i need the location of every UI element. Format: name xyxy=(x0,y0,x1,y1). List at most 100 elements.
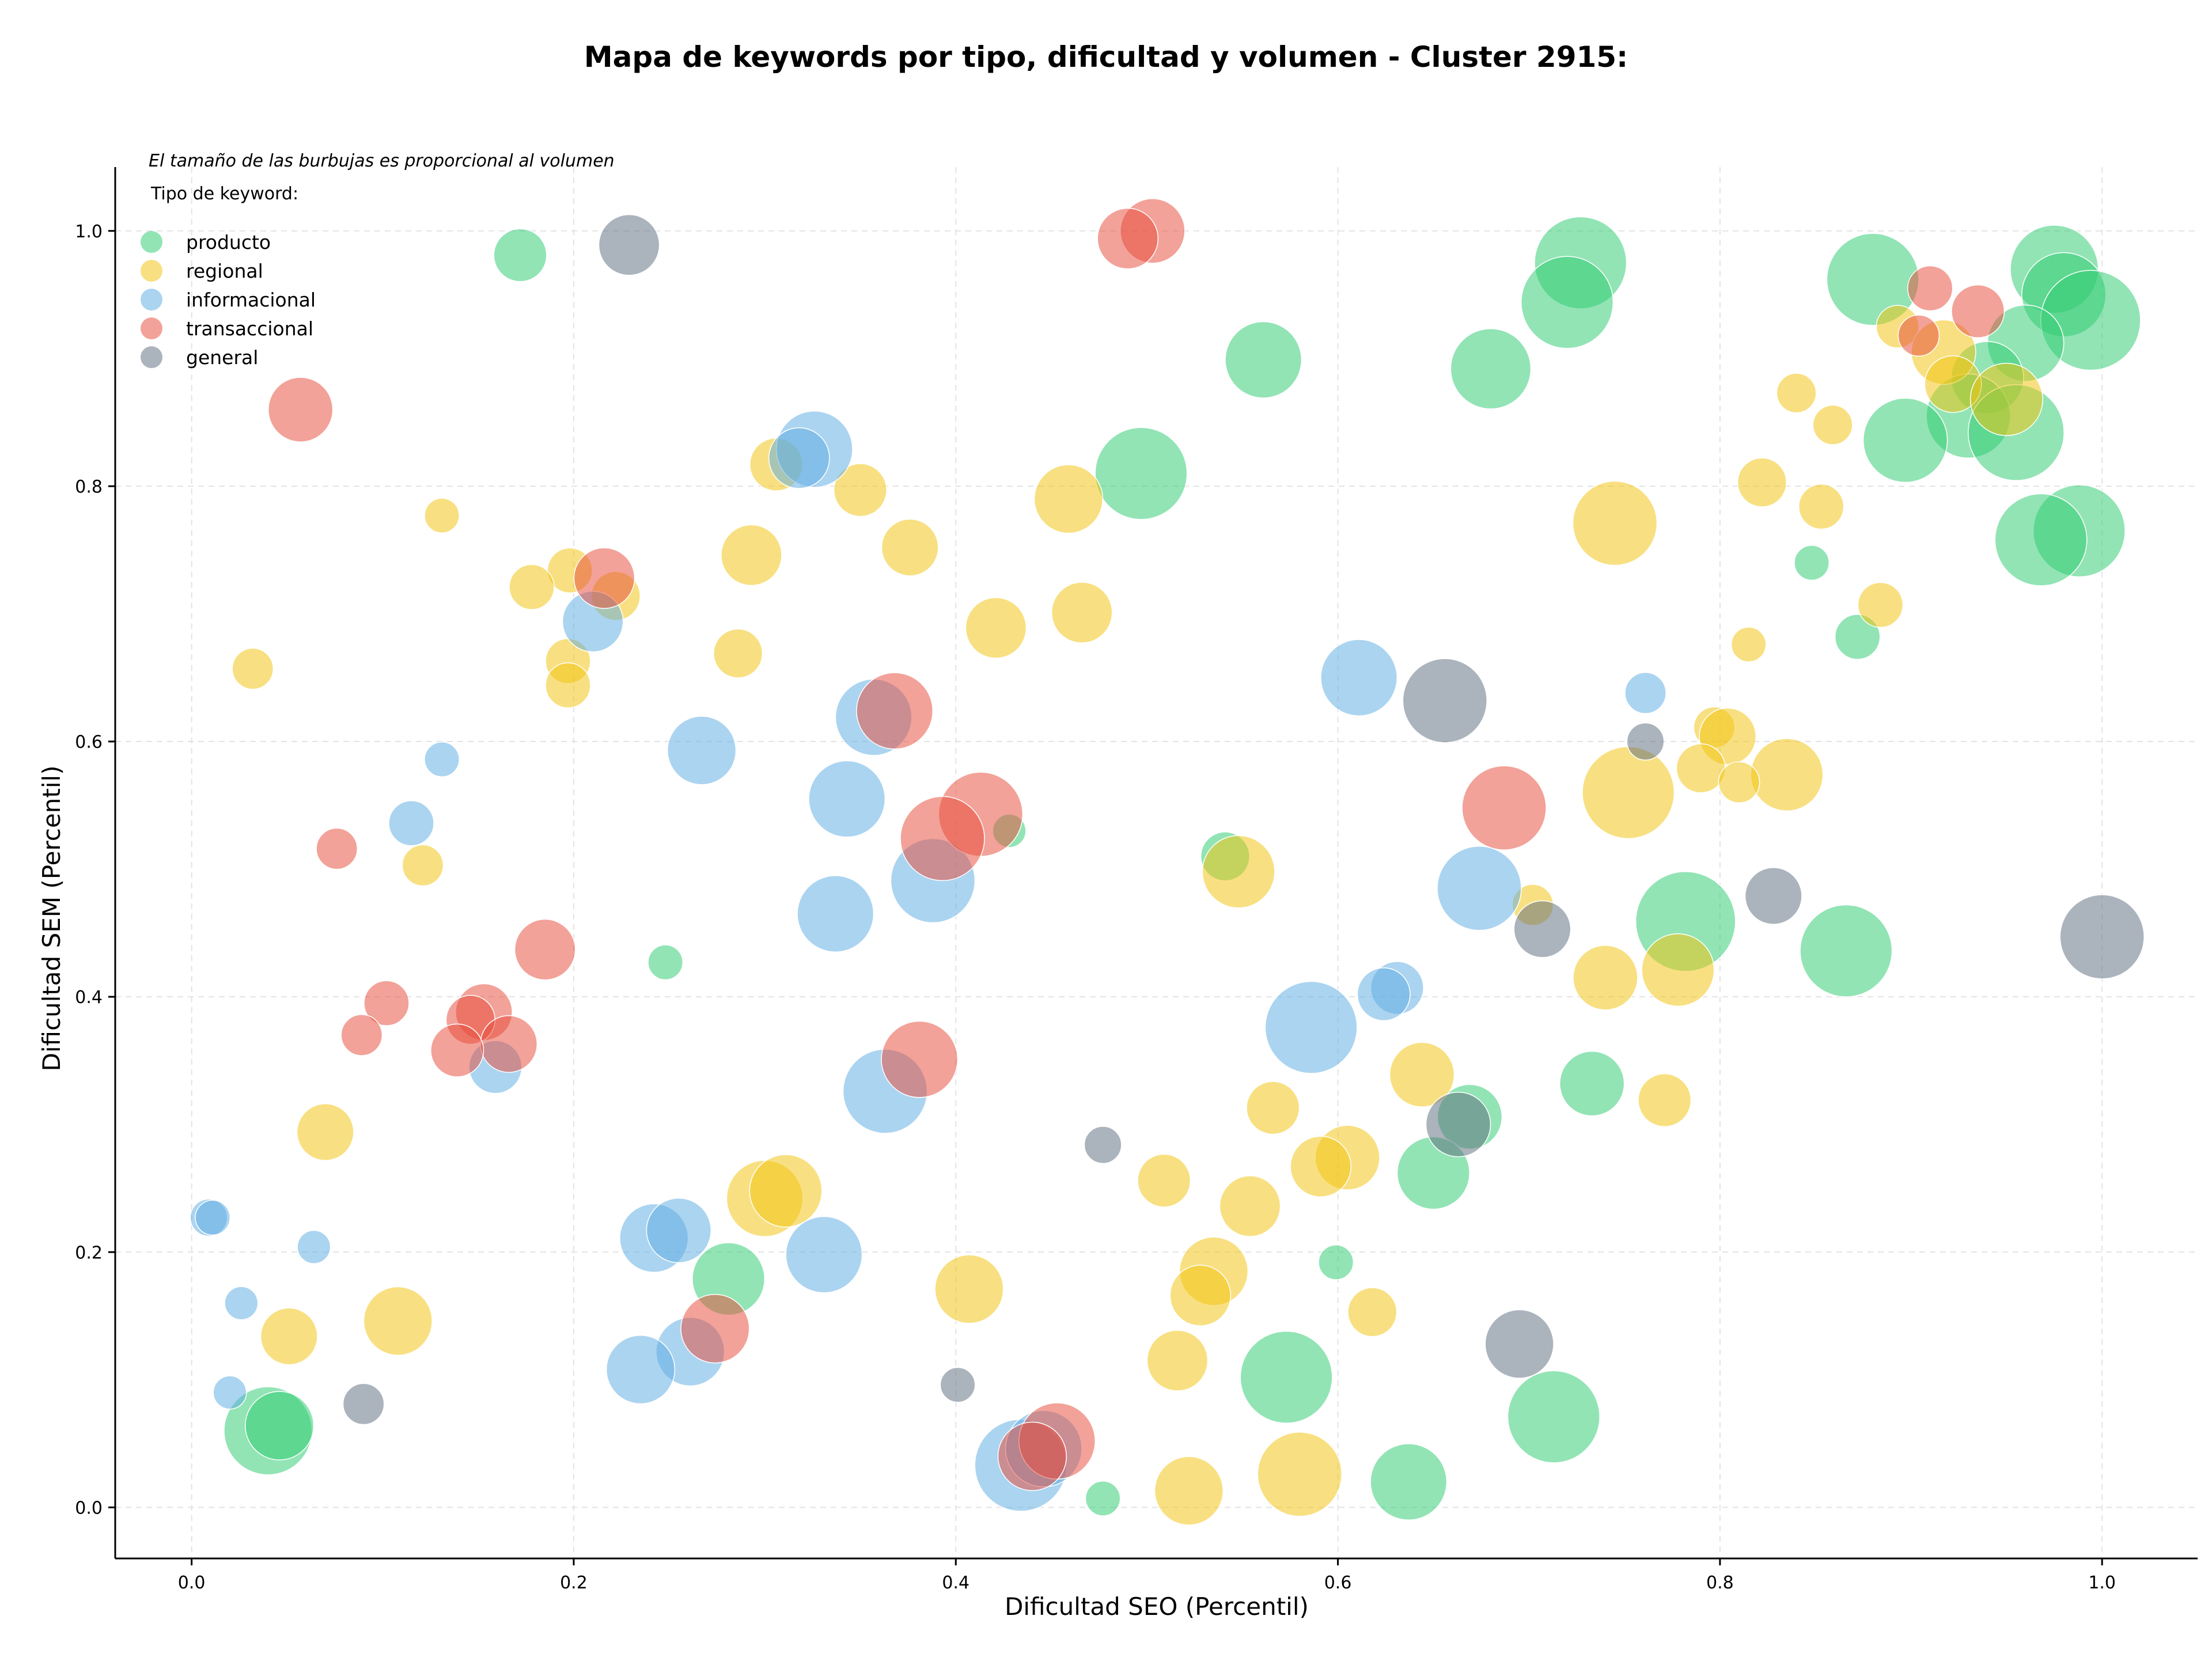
y-axis-label: Dificultad SEM (Percentil) xyxy=(37,766,66,1072)
bubble-general xyxy=(1626,722,1665,760)
bubble-regional xyxy=(1290,1136,1352,1198)
bubble-regional xyxy=(713,628,763,679)
bubble-producto xyxy=(1559,1051,1625,1117)
bubble-transaccional xyxy=(316,827,358,870)
bubble-transaccional xyxy=(514,918,576,981)
bubble-producto xyxy=(1507,1370,1600,1463)
bubble-producto xyxy=(1240,1330,1333,1424)
bubble-regional xyxy=(1730,626,1767,663)
bubble-producto xyxy=(1521,256,1614,349)
bubble-regional xyxy=(965,597,1027,659)
bubble-regional xyxy=(1641,933,1715,1007)
bubble-transaccional xyxy=(340,1014,383,1056)
y-tick-label: 0.8 xyxy=(75,477,103,497)
y-tick-label: 0.2 xyxy=(75,1243,103,1263)
bubble-regional xyxy=(1389,1042,1455,1108)
bubble-transaccional xyxy=(573,547,635,609)
bubble-regional xyxy=(1776,373,1817,414)
bubble-informacional xyxy=(195,1200,231,1236)
bubble-regional xyxy=(1573,945,1638,1011)
bubble-regional xyxy=(232,648,274,690)
bubble-regional xyxy=(1202,835,1275,909)
bubble-producto xyxy=(647,944,684,981)
bubble-regional xyxy=(1718,761,1760,804)
bubble-producto xyxy=(1450,328,1532,410)
bubble-regional xyxy=(363,1286,433,1356)
bubble-regional xyxy=(1676,743,1726,793)
y-tick-label: 0.4 xyxy=(75,987,103,1008)
bubble-general xyxy=(1484,1309,1554,1379)
legend-label-regional: regional xyxy=(186,260,263,282)
legend-marker-informacional xyxy=(141,289,162,311)
bubble-regional xyxy=(1750,738,1824,812)
bubble-transaccional xyxy=(267,377,334,442)
bubble-informacional xyxy=(213,1375,247,1410)
bubble-transaccional xyxy=(900,796,985,881)
bubble-producto xyxy=(1862,398,1948,483)
bubble-producto xyxy=(1994,493,2088,587)
bubble-producto xyxy=(245,1391,315,1461)
bubble-regional xyxy=(1154,1456,1224,1526)
bubble-regional xyxy=(749,1154,823,1228)
bubble-regional xyxy=(1137,1153,1191,1208)
bubble-transaccional xyxy=(1897,315,1940,357)
y-tick-label: 0.6 xyxy=(75,732,103,752)
bubble-producto xyxy=(1225,321,1302,399)
bubble-general xyxy=(1425,1091,1491,1157)
bubble-regional xyxy=(1246,1081,1300,1135)
bubble-regional xyxy=(260,1307,318,1365)
bubble-informacional xyxy=(808,760,886,838)
bubble-producto xyxy=(1318,1244,1354,1280)
bubble-transaccional xyxy=(881,1020,959,1098)
bubble-regional xyxy=(1051,581,1113,644)
bubble-regional xyxy=(545,662,591,709)
axes: 0.0 0.2 0.4 0.6 0.8 1.0 0.0 0.2 0.4 0.6 0.8 1.0 xyxy=(75,167,2198,1593)
bubble-regional xyxy=(1146,1330,1209,1391)
x-tick-label: 1.0 xyxy=(2088,1573,2116,1593)
bubble-general xyxy=(598,214,660,276)
bubble-informacional xyxy=(1624,672,1666,714)
chart-title: Mapa de keywords por tipo, dificultad y … xyxy=(584,40,1628,74)
bubble-regional xyxy=(721,524,782,586)
bubble-producto xyxy=(1800,904,1893,997)
bubble-informacional xyxy=(768,427,830,489)
legend-marker-regional xyxy=(141,260,162,282)
bubble-transaccional xyxy=(363,980,410,1026)
bubble-informacional xyxy=(667,716,737,785)
bubble-regional xyxy=(1969,362,2043,436)
x-tick-label: 0.4 xyxy=(942,1573,969,1593)
x-tick-label: 0.6 xyxy=(1324,1573,1352,1593)
bubble-regional xyxy=(1638,1073,1692,1127)
bubble-regional xyxy=(509,564,555,610)
bubble-informacional xyxy=(297,1229,331,1264)
legend-label-producto: producto xyxy=(186,231,271,253)
bubble-transaccional xyxy=(680,1294,750,1364)
bubble-informacional xyxy=(1357,967,1411,1021)
bubble-transaccional xyxy=(430,1023,484,1077)
x-tick-label: 0.8 xyxy=(1706,1573,1734,1593)
bubble-transaccional xyxy=(480,1015,538,1073)
bubble-general xyxy=(1513,900,1571,958)
bubble-general xyxy=(1402,658,1488,743)
bubble-informacional xyxy=(1320,639,1398,717)
bubble-regional xyxy=(1219,1175,1281,1237)
bubble-regional xyxy=(1798,483,1844,530)
bubble-regional xyxy=(1572,480,1658,566)
x-axis-label: Dificultad SEO (Percentil) xyxy=(1005,1592,1309,1621)
bubble-transaccional xyxy=(997,1421,1067,1491)
legend-title: Tipo de keyword: xyxy=(150,184,298,204)
y-tick-label: 0.0 xyxy=(75,1498,103,1518)
bubble-informacional xyxy=(388,800,434,846)
bubble-informacional xyxy=(224,1286,259,1321)
bubble-general xyxy=(1744,867,1802,925)
bubble-producto xyxy=(493,228,547,282)
bubble-transaccional xyxy=(1097,207,1159,270)
bubble-transaccional xyxy=(1907,265,1953,312)
bubble-regional xyxy=(934,1254,1004,1324)
bubble-informacional xyxy=(646,1197,712,1263)
x-tick-label: 0.0 xyxy=(178,1573,206,1593)
legend-marker-transaccional xyxy=(141,317,162,339)
legend-label-transaccional: transaccional xyxy=(186,317,313,340)
bubbles-layer xyxy=(190,198,2145,1526)
